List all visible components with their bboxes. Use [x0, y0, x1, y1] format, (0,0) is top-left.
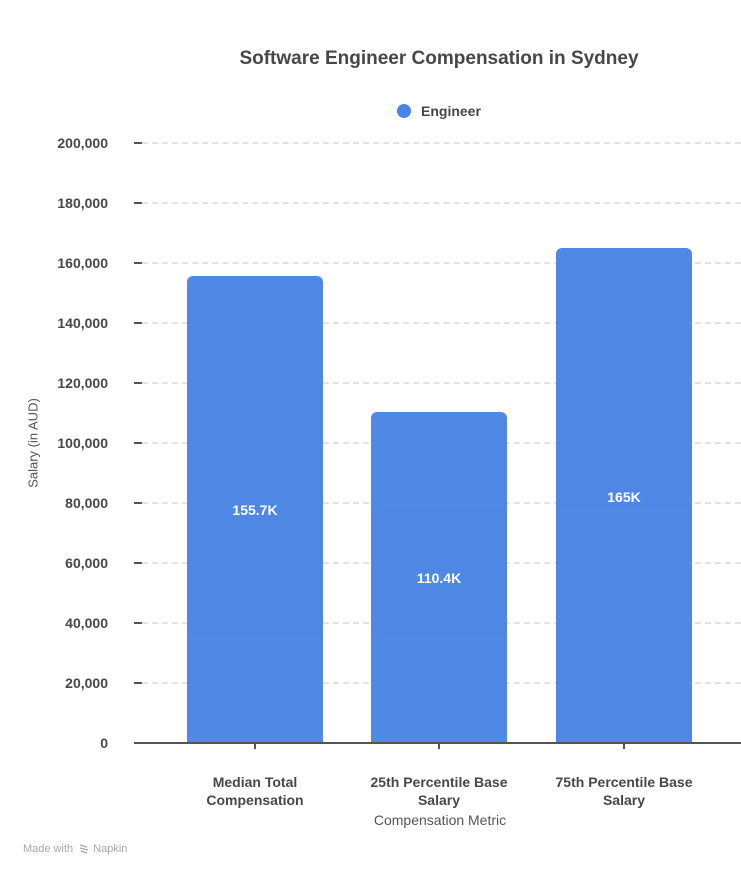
x-axis-label: Compensation Metric — [373, 812, 507, 828]
x-category-label-line: Median Total — [212, 774, 298, 790]
x-category-label-line: Salary — [602, 792, 646, 808]
y-tick-mark — [134, 682, 142, 684]
x-category-label-line: 75th Percentile Base — [555, 774, 693, 790]
y-tick-label: 100,000 — [57, 435, 108, 451]
y-tick-mark — [134, 202, 142, 204]
y-tick-mark — [134, 442, 142, 444]
footer-made-with: Made with — [23, 843, 74, 855]
x-axis-line — [134, 742, 741, 744]
y-tick-mark — [134, 322, 142, 324]
gridline — [142, 322, 741, 324]
y-tick-mark — [134, 622, 142, 624]
y-tick-label: 80,000 — [65, 495, 108, 511]
bar-value-label: 165K — [607, 488, 641, 505]
bar-value-label: 155.7K — [232, 502, 278, 519]
chart-title: Software Engineer Compensation in Sydney — [239, 48, 639, 69]
x-category-label-line: Compensation — [206, 792, 304, 808]
x-category-label: 25th Percentile Base Salary — [349, 773, 529, 809]
gridline — [142, 142, 741, 144]
footer-brand: Napkin — [93, 843, 128, 855]
y-axis-label: Salary (in AUD) — [25, 398, 41, 488]
x-tick-mark — [438, 743, 440, 749]
bar[interactable]: 165K — [556, 248, 692, 743]
x-tick-mark — [254, 743, 256, 749]
x-category-label-line: Salary — [417, 792, 461, 808]
footer-watermark: Made with Napkin — [23, 843, 127, 855]
x-category-label-line: 25th Percentile Base — [370, 774, 508, 790]
y-tick-label: 120,000 — [57, 375, 108, 391]
x-category-label: Median Total Compensation — [165, 773, 345, 809]
gridline — [142, 262, 741, 264]
bar-value-label: 110.4K — [416, 570, 462, 587]
y-tick-mark — [134, 262, 142, 264]
y-tick-mark — [134, 562, 142, 564]
bar[interactable]: 110.4K — [371, 411, 507, 743]
gridline — [142, 202, 741, 204]
chart-title-wrap: Software Engineer Compensation in Sydney — [137, 48, 741, 70]
gridline — [142, 382, 741, 384]
y-tick-label: 140,000 — [57, 315, 108, 331]
x-category-label: 75th Percentile Base Salary — [534, 773, 714, 809]
legend-dot-icon — [397, 104, 411, 118]
y-tick-label: 200,000 — [57, 135, 108, 151]
napkin-logo-icon — [79, 844, 89, 854]
y-tick-label: 20,000 — [65, 675, 108, 691]
y-tick-mark — [134, 142, 142, 144]
y-tick-mark — [134, 502, 142, 504]
x-tick-mark — [623, 743, 625, 749]
legend-label: Engineer — [421, 103, 481, 119]
y-tick-mark — [134, 382, 142, 384]
y-tick-label: 0 — [100, 735, 108, 751]
legend: Engineer — [397, 103, 481, 119]
bar[interactable]: 155.7K — [187, 275, 323, 743]
y-tick-label: 60,000 — [65, 555, 108, 571]
y-tick-label: 160,000 — [57, 255, 108, 271]
y-tick-label: 180,000 — [57, 195, 108, 211]
y-tick-label: 40,000 — [65, 615, 108, 631]
